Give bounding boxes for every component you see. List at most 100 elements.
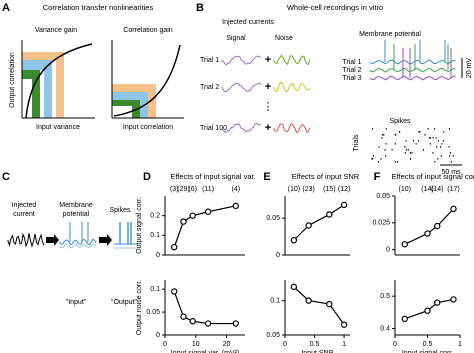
raster-dot: [407, 149, 409, 151]
data-point: [189, 318, 196, 325]
raster-dot: [404, 146, 406, 148]
data-point: [326, 211, 333, 218]
raster-dot: [378, 146, 380, 148]
chart-title: Effects of input signal var.: [170, 172, 255, 181]
raster-dot: [372, 155, 374, 157]
arrow: [99, 234, 112, 246]
raster-dot: [434, 128, 436, 130]
band: [22, 60, 52, 70]
raster-dot: [394, 161, 396, 163]
caption: "Output": [111, 299, 137, 306]
x-axis-label: Input variance: [36, 124, 80, 131]
y-tick-label: 0.05: [146, 309, 160, 316]
raster-dot: [436, 146, 438, 148]
count-label: (17): [447, 186, 459, 193]
raster-dot: [372, 158, 374, 160]
x-axis-label: Input signal corr.: [402, 350, 453, 353]
panel-letter: E: [263, 171, 270, 183]
x-tick-label: 0: [283, 341, 287, 348]
raster-dot: [378, 161, 380, 163]
data-point: [232, 320, 239, 327]
chart-title: Effects of input SNR: [292, 172, 360, 181]
raster-dot: [372, 128, 374, 130]
raster-dot: [450, 161, 452, 163]
y-axis-label: Trials: [353, 134, 360, 151]
plus-sign: +: [265, 54, 271, 66]
raster-dot: [440, 155, 442, 157]
signal-trace: [221, 82, 262, 93]
subplot-title: Variance gain: [35, 27, 77, 34]
raster-dot: [385, 155, 387, 157]
data-point: [171, 288, 178, 295]
x-tick-label: 0.5: [423, 341, 433, 348]
band: [112, 92, 148, 100]
raster-dot: [371, 158, 373, 160]
raster-dot: [434, 161, 436, 163]
raster-dot: [432, 137, 434, 139]
raster-dot: [405, 140, 407, 142]
band: [112, 100, 140, 106]
y-tick-label: 0.5: [380, 293, 390, 300]
y-tick-label: 0: [156, 252, 160, 259]
data-point: [290, 283, 298, 291]
x-tick-label: 0: [393, 341, 397, 348]
raster-dot: [422, 149, 424, 151]
column-label: current: [13, 211, 35, 218]
column-label: Noise: [275, 35, 293, 42]
section-label: Injected currents: [222, 19, 274, 26]
raster-dot: [418, 131, 420, 133]
band: [112, 84, 156, 92]
trial-label: Trial 100: [200, 125, 227, 132]
raster-dot: [443, 131, 445, 133]
column-label: Membrane: [59, 202, 93, 209]
raster-dot: [427, 128, 429, 130]
raster-dot: [430, 137, 432, 139]
raster-dot: [398, 131, 400, 133]
panel-title: Whole-cell recordings in vitro: [287, 3, 383, 12]
y-tick-label: 0.025: [372, 220, 390, 227]
panel-letter: D: [143, 171, 151, 183]
raster-dot: [409, 152, 411, 154]
raster-dot: [391, 149, 393, 151]
arrow: [46, 234, 59, 246]
raster-dot: [415, 143, 417, 145]
raster-dot: [385, 128, 387, 130]
data-point: [305, 222, 312, 229]
trial-label: Trial 3: [342, 75, 361, 82]
data-point: [305, 297, 312, 304]
band: [22, 70, 40, 79]
trial-label: Trial 2: [342, 67, 361, 74]
raster-dot: [437, 158, 439, 160]
raster-dot: [442, 140, 444, 142]
chart-title: Effects of input signal corr.: [392, 172, 474, 181]
raster-dot: [449, 128, 450, 130]
raster-dot: [381, 134, 383, 136]
section-label: Membrane potential: [359, 31, 421, 38]
band: [32, 70, 40, 118]
data-line: [293, 286, 345, 326]
signal-trace: [221, 122, 262, 133]
panel-letter: F: [374, 171, 381, 183]
x-axis-label: Input signal var. (mV²): [171, 350, 239, 353]
raster-dot: [440, 146, 441, 148]
raster-dot: [437, 140, 439, 142]
raster-dot: [411, 152, 413, 154]
y-axis-label: Output signal corr.: [136, 197, 143, 254]
trial-label: Trial 2: [200, 84, 219, 91]
panel-letter: B: [196, 2, 204, 14]
count-label: (11): [202, 186, 214, 193]
data-line: [293, 204, 345, 241]
y-tick-label: 0.1: [150, 232, 160, 239]
x-axis-label: Input SNR: [301, 350, 333, 353]
raster-dot: [429, 143, 431, 145]
count-label: (6): [188, 186, 197, 193]
noise-trace: [273, 123, 311, 134]
plus-sign: +: [265, 81, 271, 93]
raster-dot: [435, 137, 437, 139]
data-point: [401, 241, 408, 248]
raster-dot: [412, 140, 414, 142]
count-label: (23): [302, 186, 314, 193]
data-point: [434, 299, 441, 306]
raster-dot: [383, 134, 385, 136]
x-tick-label: 0.5: [310, 341, 320, 348]
